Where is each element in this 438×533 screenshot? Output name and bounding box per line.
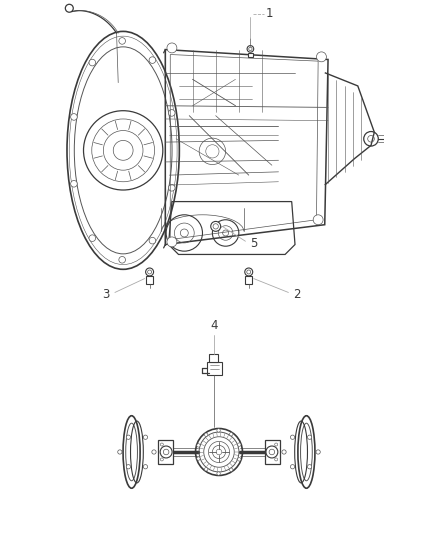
Circle shape [149,57,155,63]
Circle shape [126,465,131,469]
Polygon shape [209,354,218,362]
Polygon shape [207,362,222,375]
Circle shape [313,215,323,225]
Polygon shape [158,440,173,464]
Circle shape [143,465,148,469]
Polygon shape [146,276,153,284]
Polygon shape [265,440,280,464]
Circle shape [197,457,200,461]
Circle shape [169,110,175,116]
Circle shape [307,435,312,439]
Circle shape [282,450,286,454]
Circle shape [237,458,241,461]
Circle shape [230,468,233,472]
Circle shape [197,443,200,447]
Circle shape [89,235,95,241]
Text: 3: 3 [102,288,110,301]
Circle shape [205,433,208,437]
Circle shape [119,256,125,263]
Circle shape [211,221,221,231]
Circle shape [119,38,125,44]
Circle shape [167,237,177,247]
Circle shape [237,443,241,446]
Circle shape [143,435,148,439]
Polygon shape [248,53,253,57]
Circle shape [71,181,77,187]
Text: 1: 1 [265,7,273,20]
Text: 5: 5 [250,237,257,251]
Circle shape [247,46,254,52]
Circle shape [217,429,220,432]
Polygon shape [245,276,252,284]
Circle shape [149,237,155,244]
Circle shape [126,435,131,439]
Circle shape [89,59,95,66]
Circle shape [290,435,295,439]
Circle shape [152,450,156,454]
Circle shape [245,268,253,276]
Text: 4: 4 [210,319,217,332]
Circle shape [290,465,295,469]
Circle shape [217,472,220,475]
Circle shape [316,450,320,454]
Circle shape [167,43,177,53]
Circle shape [169,184,175,191]
Text: 2: 2 [293,288,301,301]
Circle shape [205,467,208,471]
Circle shape [230,432,233,436]
Circle shape [317,52,326,62]
Circle shape [118,450,122,454]
Circle shape [307,465,312,469]
Circle shape [71,114,77,120]
Circle shape [146,268,154,276]
